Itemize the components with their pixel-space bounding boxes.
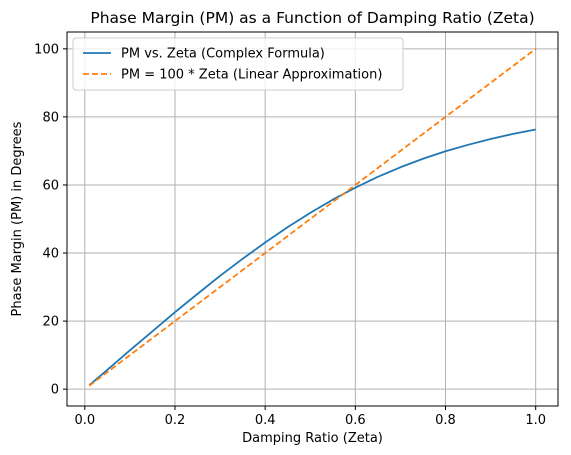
- x-axis-label: Damping Ratio (Zeta): [242, 431, 383, 446]
- x-tick-label: 0.0: [74, 413, 95, 428]
- ticks: 0.0 0.2 0.4 0.6 0.8 1.0 0 20 40 60 80 100: [34, 42, 546, 428]
- x-tick-label: 0.4: [255, 413, 276, 428]
- grid: [67, 32, 558, 406]
- y-tick-label: 40: [42, 247, 59, 262]
- y-axis-label: Phase Margin (PM) in Degrees: [10, 121, 25, 316]
- y-tick-label: 100: [34, 42, 59, 57]
- y-tick-label: 0: [51, 383, 59, 398]
- y-tick-label: 20: [42, 315, 59, 330]
- legend-box: [72, 37, 404, 91]
- y-tick-label: 80: [42, 110, 59, 125]
- series-line-1: [88, 128, 536, 386]
- x-tick-label: 0.6: [345, 413, 366, 428]
- legend-label-1: PM vs. Zeta (Complex Formula): [121, 47, 325, 62]
- plot-frame: [66, 31, 559, 407]
- series-line-2: [88, 48, 537, 387]
- chart-title: Phase Margin (PM) as a Function of Dampi…: [90, 9, 534, 27]
- y-tick-label: 60: [42, 178, 59, 193]
- x-tick-label: 0.2: [165, 413, 186, 428]
- x-tick-label: 0.8: [435, 413, 456, 428]
- legend: PM vs. Zeta (Complex Formula) PM = 100 * …: [72, 37, 404, 91]
- legend-label-2: PM = 100 * Zeta (Linear Approximation): [121, 68, 382, 83]
- x-tick-label: 1.0: [525, 413, 546, 428]
- series-layer: [88, 48, 537, 387]
